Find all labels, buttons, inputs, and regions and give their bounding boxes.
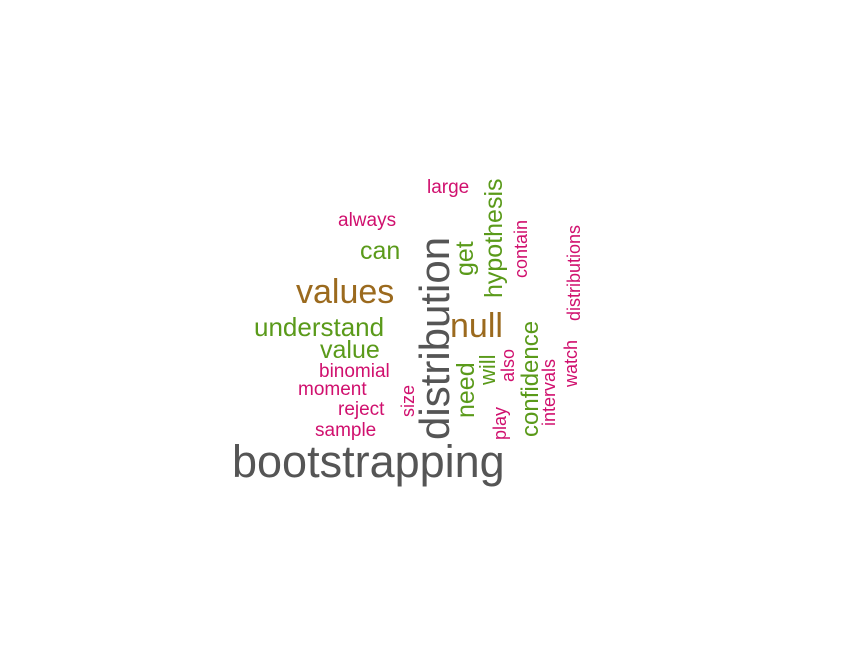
word-distribution: distribution <box>411 237 458 440</box>
word-moment: moment <box>298 379 367 400</box>
word-sample: sample <box>315 420 376 441</box>
word-values: values <box>296 273 394 311</box>
word-value: value <box>320 336 380 364</box>
word-can: can <box>360 237 400 265</box>
word-size: size <box>398 385 418 417</box>
word-understand: understand <box>254 312 384 342</box>
word-distributions: distributions <box>564 225 584 321</box>
word-reject: reject <box>338 399 385 420</box>
word-will: will <box>475 354 500 386</box>
word-get: get <box>451 241 479 276</box>
word-confidence: confidence <box>517 321 544 437</box>
word-intervals: intervals <box>539 359 559 426</box>
word-always: always <box>338 210 396 231</box>
word-large: large <box>427 177 469 198</box>
word-bootstrapping: bootstrapping <box>232 436 505 487</box>
word-hypothesis: hypothesis <box>480 178 508 298</box>
word-null: null <box>450 307 503 345</box>
word-need: need <box>452 362 480 418</box>
word-contain: contain <box>511 220 531 278</box>
word-watch: watch <box>561 340 581 388</box>
word-play: play <box>490 407 510 440</box>
word-also: also <box>498 349 518 382</box>
word-binomial: binomial <box>319 361 390 382</box>
